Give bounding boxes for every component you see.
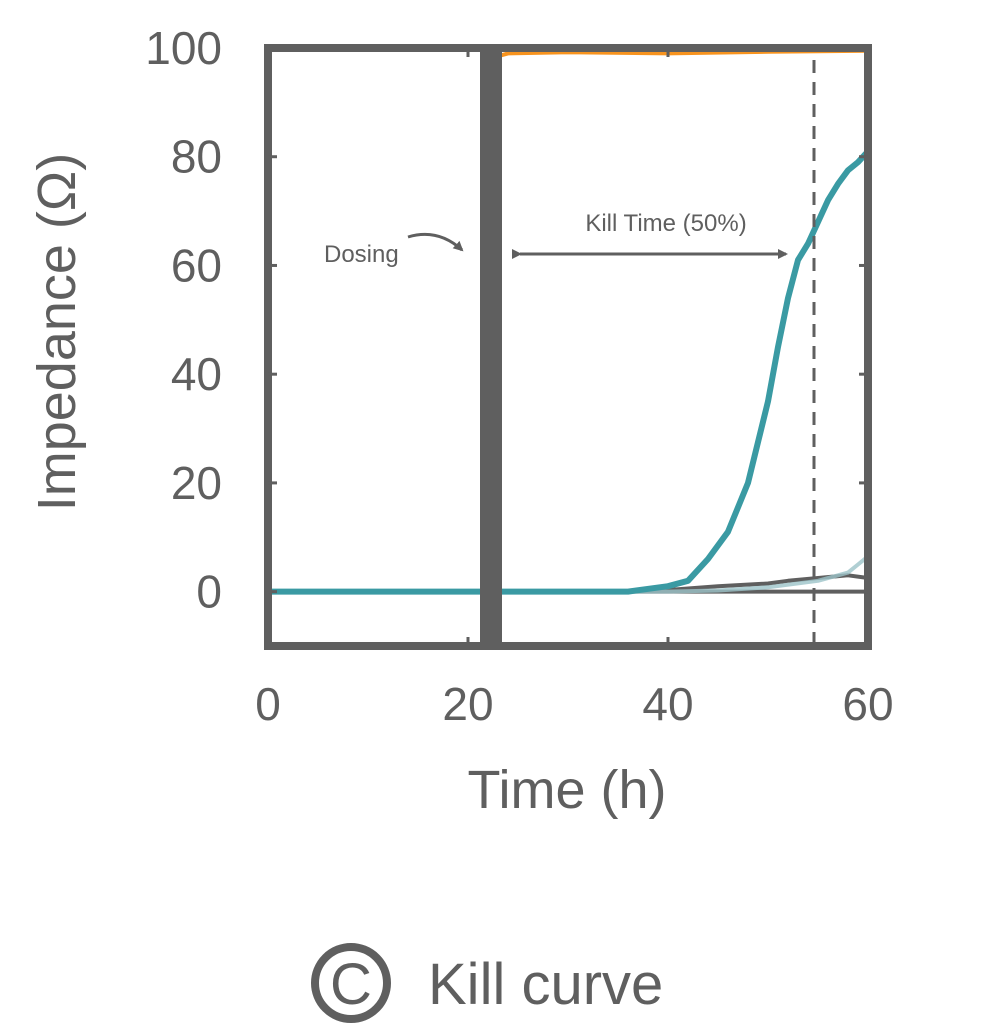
dosing-bar	[480, 48, 502, 646]
plot-frame	[264, 44, 872, 650]
panel-letter-circle	[311, 943, 391, 1023]
kill-time-label: Kill Time (50%)	[585, 210, 746, 237]
x-tick-label: 60	[842, 678, 893, 730]
y-tick-label: 60	[171, 239, 222, 291]
y-tick-label: 100	[145, 22, 222, 74]
y-tick-label: 40	[171, 348, 222, 400]
series-line-2	[266, 554, 870, 594]
x-tick-label: 40	[642, 678, 693, 730]
panel-letter: C	[330, 952, 372, 1017]
dosing-arrow	[407, 232, 464, 252]
x-axis-title: Time (h)	[468, 760, 667, 820]
plot-area: 0 20 40 60 0 20 40 60 80 100 Dosing Kill Time (50%)	[145, 22, 893, 730]
y-tick-label: 0	[196, 566, 222, 618]
y-tick-label: 20	[171, 457, 222, 509]
x-tick-label: 0	[255, 678, 281, 730]
x-tick-label: 20	[442, 678, 493, 730]
panel-title: Kill curve	[428, 952, 663, 1017]
series-line-0	[266, 48, 870, 594]
panel-label: C Kill curve	[311, 943, 663, 1023]
y-tick-label: 80	[171, 131, 222, 183]
dosing-label: Dosing	[324, 241, 399, 268]
y-axis-title: Impedance (Ω)	[27, 153, 87, 512]
series-line-3	[265, 148, 871, 595]
